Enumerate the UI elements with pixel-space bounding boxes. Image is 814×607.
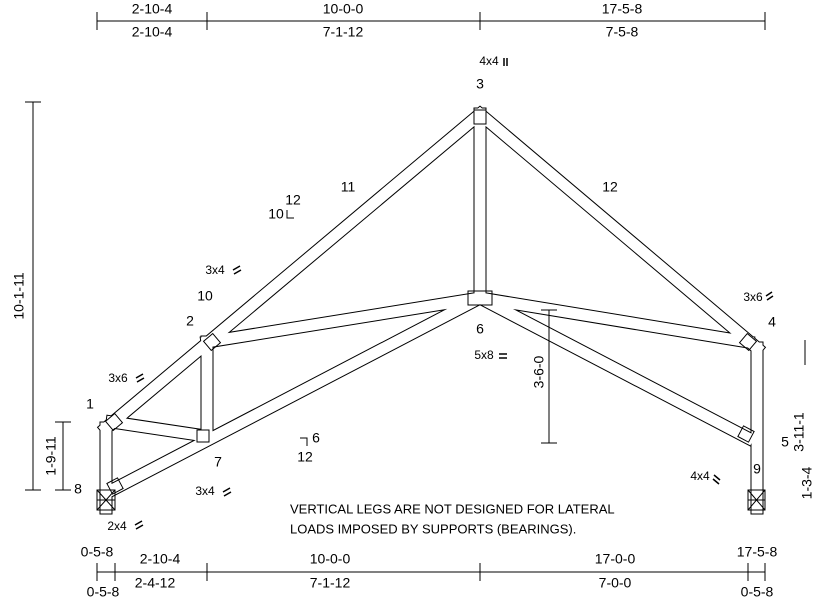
joint-number: 3 <box>476 76 484 92</box>
plate-size: 5x8 <box>474 348 494 362</box>
dimension-label: 1-9-11 <box>43 436 59 476</box>
dimension-label: 17-5-8 <box>602 1 643 17</box>
slope-run: 12 <box>285 192 301 208</box>
truss-diagram: 2-10-4 10-0-0 17-5-8 2-10-4 7-1-12 7-5-8… <box>0 0 814 607</box>
dimension-label: 7-0-0 <box>599 575 632 591</box>
dimension-label: 17-5-8 <box>737 544 778 560</box>
slope-rise: 10 <box>268 206 284 222</box>
plate-size: 3x4 <box>205 263 225 277</box>
truss-members <box>106 114 757 508</box>
dimension-label: 7-1-12 <box>310 575 351 591</box>
member-number: 11 <box>341 179 356 195</box>
dimension-label: 17-0-0 <box>595 551 636 567</box>
dimension-label: 2-10-4 <box>140 551 181 567</box>
dimension-label: 1-3-4 <box>799 466 814 499</box>
dimension-label: 2-10-4 <box>132 24 173 40</box>
note: VERTICAL LEGS ARE NOT DESIGNED FOR LATER… <box>290 501 615 516</box>
plate-size: 4x4 <box>479 54 499 68</box>
dimension-label: 10-1-11 <box>11 272 27 319</box>
joint-number: 2 <box>186 313 194 329</box>
joint-number: 8 <box>74 481 82 497</box>
slope-rise: 6 <box>312 430 320 446</box>
joint-number: 4 <box>768 314 776 330</box>
joint-number: 1 <box>86 396 94 412</box>
slope-run: 12 <box>297 449 313 465</box>
member-number: 12 <box>602 179 618 195</box>
plate-size: 2x4 <box>107 519 127 533</box>
dimension-label: 0-5-8 <box>81 544 114 560</box>
member-number: 10 <box>197 288 213 304</box>
dimension-label: 0-5-8 <box>741 584 774 600</box>
dimension-label: 7-5-8 <box>606 24 639 40</box>
plate-size: 4x4 <box>690 469 710 483</box>
note: LOADS IMPOSED BY SUPPORTS (BEARINGS). <box>290 521 576 536</box>
joint-number: 5 <box>781 434 789 450</box>
joint-number: 6 <box>476 321 484 337</box>
joint-number: 9 <box>753 461 761 477</box>
dimension-label: 0-5-8 <box>87 584 120 600</box>
joint-number: 7 <box>214 454 222 470</box>
plate-size: 3x4 <box>195 484 215 498</box>
plate-size: 3x6 <box>108 371 128 385</box>
dimension-label: 7-1-12 <box>323 24 364 40</box>
dimension-label: 10-0-0 <box>323 1 364 17</box>
dimension-label: 2-4-12 <box>135 575 176 591</box>
dimension-label: 10-0-0 <box>310 551 351 567</box>
dimension-label: 2-10-4 <box>132 1 173 17</box>
dimension-label: 3-11-1 <box>791 412 807 452</box>
dimension-label: 3-6-0 <box>531 355 547 388</box>
plate-size: 3x6 <box>743 290 763 304</box>
